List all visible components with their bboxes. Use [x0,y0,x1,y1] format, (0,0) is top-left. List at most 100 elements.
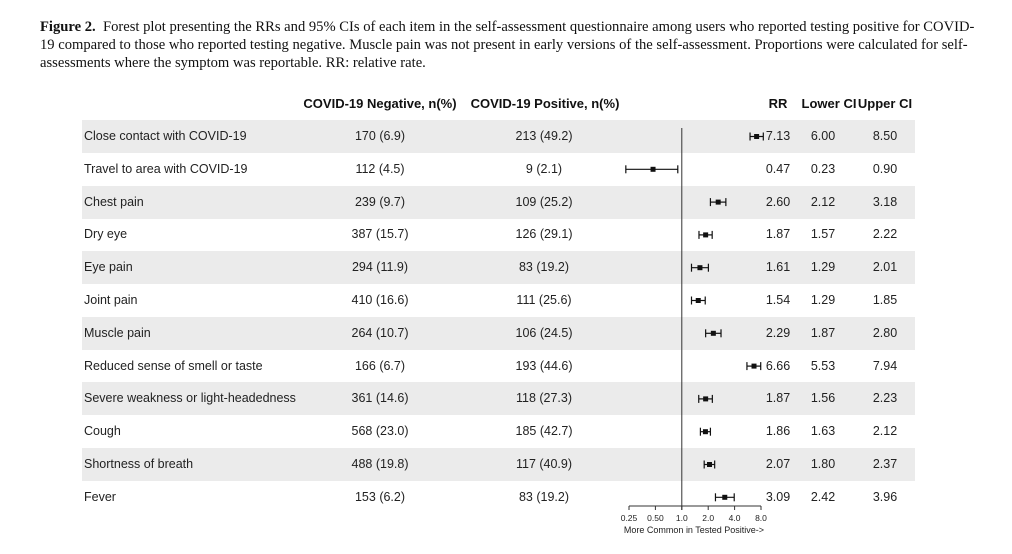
x-tick-label: 1.0 [676,513,688,523]
rr-point [702,429,708,435]
rr-point [650,166,656,172]
rr-point [722,494,728,500]
lower-ci-value: 1.87 [810,325,836,340]
rr-value: 2.60 [765,194,791,209]
row-label: Reduced sense of smell or taste [84,358,263,373]
positive-count: 83 (19.2) [518,489,570,504]
rr-value: 2.29 [765,325,791,340]
lower-ci-value: 0.23 [810,161,836,176]
lower-ci-value: 1.29 [810,293,836,307]
rr-point [703,232,709,238]
figure-caption: Figure 2. Forest plot presenting the RRs… [40,18,975,72]
header-rr: RR [768,96,788,111]
row-label: Chest pain [84,194,144,209]
rr-point [751,363,757,369]
positive-count: 83 (19.2) [518,260,570,275]
rr-point [707,462,713,467]
negative-count: 166 (6.7) [354,358,406,373]
header-lower-ci: Lower CI [801,96,857,111]
positive-count: 117 (40.9) [515,457,573,471]
x-tick-label: 0.25 [621,513,638,523]
x-axis-label: More Common in Tested Positive-> [624,525,764,535]
rr-value: 1.86 [765,424,791,439]
row-label: Eye pain [84,260,133,275]
negative-count: 112 (4.5) [355,161,405,176]
negative-count: 239 (9.7) [354,194,406,209]
positive-count: 9 (2.1) [525,161,563,176]
positive-count: 118 (27.3) [515,391,573,406]
rr-point [697,265,703,271]
rr-value: 6.66 [765,358,791,373]
row-band [82,185,915,219]
lower-ci-value: 1.29 [810,260,836,275]
positive-count: 111 (25.6) [516,293,572,307]
row-label: Muscle pain [84,325,151,340]
negative-count: 153 (6.2) [354,489,406,504]
upper-ci-value: 0.90 [872,161,898,176]
rr-point [703,396,709,402]
upper-ci-value: 8.50 [872,129,898,143]
upper-ci-value: 2.01 [872,260,898,275]
lower-ci-value: 1.56 [810,391,836,406]
lower-ci-value: 2.42 [810,489,836,504]
upper-ci-value: 2.12 [872,424,898,439]
row-label: Dry eye [84,227,128,242]
rr-value: 7.13 [765,129,791,143]
header-upper-ci: Upper CI [857,96,913,111]
positive-count: 185 (42.7) [515,424,573,439]
lower-ci-value: 2.12 [810,194,836,209]
row-band [82,120,915,153]
positive-count: 106 (24.5) [515,325,573,340]
header-negative: COVID-19 Negative, n(%) [303,96,457,111]
header-positive: COVID-19 Positive, n(%) [470,96,620,111]
rr-value: 0.47 [765,161,791,176]
lower-ci-value: 6.00 [810,129,836,143]
x-tick-label: 0.50 [647,513,664,523]
row-band [82,448,915,481]
rr-point [710,330,716,336]
upper-ci-value: 2.37 [872,457,898,471]
row-label: Cough [84,424,121,439]
row-label: Shortness of breath [84,457,194,471]
upper-ci-value: 1.85 [872,293,898,307]
negative-count: 170 (6.9) [354,129,406,143]
positive-count: 126 (29.1) [515,227,573,242]
rr-point [715,199,721,205]
row-band [82,382,915,416]
negative-count: 264 (10.7) [351,325,409,340]
upper-ci-value: 2.23 [872,391,898,406]
negative-count: 488 (19.8) [351,457,409,471]
lower-ci-value: 1.80 [810,457,836,471]
upper-ci-value: 2.22 [872,227,898,242]
negative-count: 361 (14.6) [351,391,409,406]
x-tick-label: 8.0 [755,513,767,523]
negative-count: 387 (15.7) [351,227,409,242]
upper-ci-value: 3.18 [872,194,898,209]
rr-value: 2.07 [765,457,791,471]
rr-value: 1.87 [765,391,791,406]
negative-count: 410 (16.6) [351,293,409,307]
figure-label: Figure 2. [40,19,96,35]
upper-ci-value: 3.96 [872,489,898,504]
x-tick-label: 4.0 [729,513,741,523]
lower-ci-value: 1.63 [810,424,836,439]
negative-count: 568 (23.0) [351,424,409,439]
rr-value: 1.87 [765,227,791,242]
upper-ci-value: 7.94 [872,358,898,373]
row-label: Travel to area with COVID-19 [84,161,248,176]
x-tick-label: 2.0 [702,513,714,523]
rr-point [754,134,760,139]
row-label: Close contact with COVID-19 [84,129,247,143]
row-label: Fever [84,489,116,504]
row-label: Severe weakness or light-headedness [84,391,296,406]
lower-ci-value: 1.57 [810,227,836,242]
positive-count: 213 (49.2) [515,129,573,143]
row-label: Joint pain [84,293,138,307]
negative-count: 294 (11.9) [351,260,409,275]
rr-value: 1.61 [765,260,791,275]
rr-value: 3.09 [765,489,791,504]
positive-count: 109 (25.2) [515,194,573,209]
rr-value: 1.54 [765,293,791,307]
upper-ci-value: 2.80 [872,325,898,340]
